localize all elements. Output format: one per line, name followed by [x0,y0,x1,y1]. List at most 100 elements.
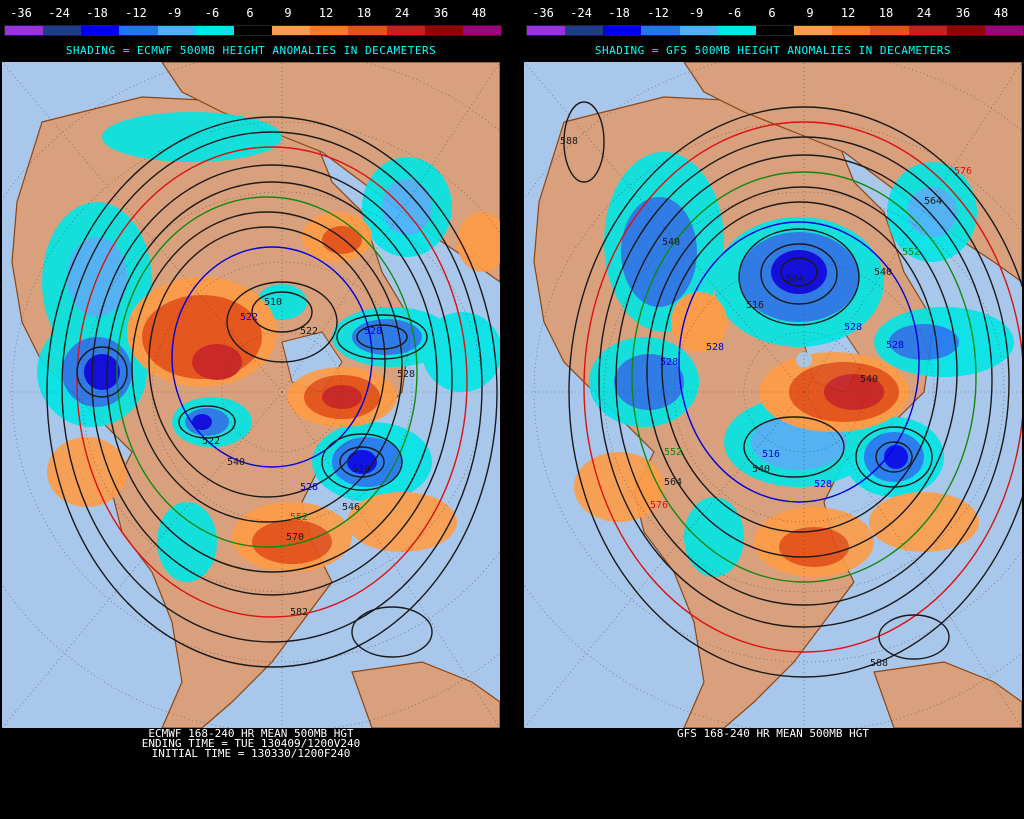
negative-anomaly [84,354,120,390]
color-scale-labels: -36 -24 -18 -12 -9 -6 6 9 12 18 24 36 48 [0,6,502,22]
scale-tick-label: -18 [608,6,630,20]
anomaly-shading [37,112,500,582]
gfs-map: 588 576 564 540 552 540 516 528 528 540 … [524,62,1022,728]
scale-swatch [272,26,311,35]
scale-swatch [348,26,387,35]
scale-swatch [43,26,82,35]
gfs-panel: -36 -24 -18 -12 -9 -6 6 9 12 18 24 36 48… [522,0,1024,819]
positive-anomaly [824,374,884,410]
footer-line: ENDING TIME = TUE 130409/1200V240 [141,737,361,750]
scale-tick-label: -12 [125,6,147,20]
scale-tick-label: -24 [570,6,592,20]
negative-anomaly [884,445,908,469]
scale-swatch [157,26,196,35]
scale-tick-label: -36 [532,6,554,20]
contour-label: 540 [752,464,770,475]
contour-labels: 510 522 522 528 522 528 552 546 570 540 … [202,297,415,618]
color-scale-labels: -36 -24 -18 -12 -9 -6 6 9 12 18 24 36 48 [522,6,1024,22]
ecmwf-panel: -36 -24 -18 -12 -9 -6 6 9 12 18 24 36 48… [0,0,502,819]
contour-label: 552 [290,512,308,523]
scale-tick-label: 18 [878,6,894,20]
scale-swatch [717,26,756,35]
scale-tick-label: -18 [86,6,108,20]
scale-swatch [679,26,718,35]
ecmwf-map: 510 522 522 528 522 528 552 546 570 540 … [2,62,500,728]
negative-anomaly [352,319,422,355]
positive-anomaly [252,520,332,564]
scale-swatch [424,26,463,35]
negative-anomaly [382,179,432,235]
contour-label: 576 [650,500,668,511]
contour-label: 528 [300,482,318,493]
contour-label: 504 [786,274,804,285]
scale-swatch [5,26,44,35]
scale-swatch [233,26,273,35]
negative-anomaly [684,497,744,577]
panel-divider [502,0,522,819]
contour-label: 546 [342,502,360,513]
positive-anomaly [671,292,727,352]
contour-label: 528 [397,369,415,380]
positive-anomaly [869,492,979,552]
scale-tick-label: 6 [768,6,776,20]
scale-swatch [565,26,604,35]
height-contours [563,101,1022,678]
scale-tick-label: 12 [840,6,856,20]
scale-swatch [832,26,871,35]
negative-anomaly [889,324,959,360]
contour-label: 540 [227,457,245,468]
scale-tick-label: 48 [993,6,1009,20]
negative-anomaly [102,112,282,162]
shading-title: SHADING = ECMWF 500MB HEIGHT ANOMALIES I… [65,44,437,57]
scale-swatch [755,26,795,35]
contour-label: 510 [264,297,282,308]
negative-anomaly [192,414,212,430]
scale-tick-label: 12 [318,6,334,20]
scale-tick-label: -24 [48,6,70,20]
gfs-footer: GFS 168-240 HR MEAN 500MB HGT [522,728,1024,739]
contour-label: 528 [886,340,904,351]
contour-label: 588 [870,658,888,669]
contour-label: 576 [954,166,972,177]
scale-tick-label: 6 [246,6,254,20]
contour-label: 528 [814,479,832,490]
gfs-map-canvas: 588 576 564 540 552 540 516 528 528 540 … [524,62,1022,728]
negative-anomaly [907,187,957,237]
contour-label: 570 [286,532,304,543]
scale-swatch [946,26,985,35]
contour-label: 516 [762,449,780,460]
contour-label: 564 [664,477,682,488]
scale-swatch [310,26,349,35]
contour-label: 540 [860,374,878,385]
scale-swatch [603,26,642,35]
negative-anomaly [621,197,697,307]
positive-anomaly [322,385,362,409]
ecmwf-footer: ECMWF 168-240 HR MEAN 500MB HGT ENDING T… [0,728,502,760]
scale-tick-label: -12 [647,6,669,20]
contour-label: 516 [746,300,764,311]
positive-anomaly [192,344,242,380]
scale-tick-label: 18 [356,6,372,20]
height-contours [46,116,498,668]
contour-label: 522 [300,326,318,337]
contour-label: 528 [706,342,724,353]
scale-swatch [527,26,566,35]
south-america-landmass [351,661,500,728]
scale-tick-label: -6 [204,6,220,20]
color-scale-bar [526,25,1024,36]
scale-tick-label: 36 [433,6,449,20]
contour-label: 522 [202,436,220,447]
scale-tick-label: 48 [471,6,487,20]
contour-label: 510 [352,464,370,475]
footer-line: INITIAL TIME = 130330/1200F240 [151,747,351,760]
contour-label: 528 [364,326,382,337]
scale-tick-label: -9 [688,6,704,20]
scale-tick-label: 9 [806,6,814,20]
contour-label: 564 [924,196,942,207]
negative-anomaly [771,250,827,294]
ecmwf-map-canvas: 510 522 522 528 522 528 552 546 570 540 … [2,62,500,728]
negative-anomaly [157,502,217,582]
positive-anomaly [779,527,849,567]
scale-swatch [119,26,158,35]
scale-tick-label: 9 [284,6,292,20]
